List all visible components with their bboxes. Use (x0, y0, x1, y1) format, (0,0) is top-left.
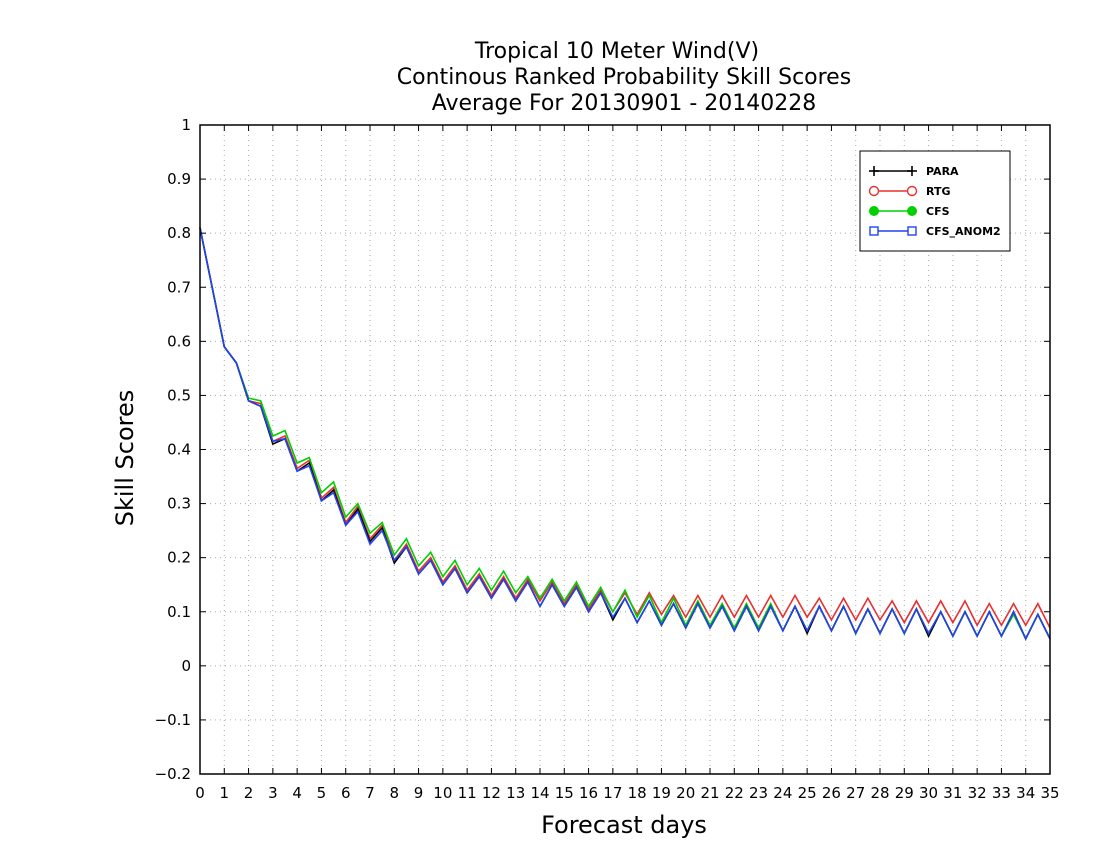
grid (200, 125, 1050, 774)
y-tick-label: 0.1 (167, 603, 191, 621)
legend-label: CFS (926, 205, 950, 218)
legend-box (859, 150, 1011, 252)
series-line-cfs_anom2 (199, 227, 1051, 641)
x-tick-label: 21 (700, 784, 719, 802)
y-axis-label: Skill Scores (111, 390, 139, 527)
x-tick-label: 31 (943, 784, 962, 802)
x-tick-label: 8 (390, 784, 400, 802)
y-axis-ticks: −0.2 −0.1 0 0.1 0.2 0.3 0.4 0.5 0.6 0.7 0.8 0.9 1 (155, 116, 1050, 783)
series-lines (199, 227, 1051, 641)
x-tick-label: 9 (414, 784, 424, 802)
x-tick-label: 19 (652, 784, 671, 802)
x-tick-label: 14 (530, 784, 549, 802)
x-tick-label: 3 (268, 784, 278, 802)
legend-item-para: PARA (869, 165, 959, 178)
x-axis-ticks: 0 1 2 3 4 5 6 7 8 9 10 11 12 13 14 15 16 17 18 19 20 21 22 23 24… (195, 125, 1060, 802)
x-tick-label: 26 (822, 784, 841, 802)
x-tick-label: 28 (870, 784, 889, 802)
y-tick-label: −0.2 (155, 765, 191, 783)
x-tick-label: 29 (895, 784, 914, 802)
y-tick-label: 0.8 (167, 224, 191, 242)
series-line-para (199, 227, 1051, 641)
series-line-rtg (199, 227, 1051, 629)
y-tick-label: 0.3 (167, 495, 191, 513)
x-tick-label: 5 (317, 784, 327, 802)
y-tick-label: 0.5 (167, 386, 191, 404)
x-tick-label: 10 (433, 784, 452, 802)
x-tick-label: 32 (968, 784, 987, 802)
legend-marker-dot (869, 206, 879, 216)
x-tick-label: 13 (506, 784, 525, 802)
chart-title-line-2: Continous Ranked Probability Skill Score… (397, 65, 851, 90)
x-tick-label: 7 (365, 784, 375, 802)
x-tick-label: 16 (579, 784, 598, 802)
legend-marker-square (869, 226, 879, 236)
chart-title-line-3: Average For 20130901 - 20140228 (432, 91, 817, 116)
y-tick-label: 0 (181, 657, 191, 675)
y-tick-label: 0.7 (167, 278, 191, 296)
x-tick-label: 2 (244, 784, 254, 802)
x-tick-label: 27 (846, 784, 865, 802)
series-line-cfs (199, 227, 1051, 641)
y-tick-label: −0.1 (155, 711, 191, 729)
x-tick-label: 34 (1016, 784, 1035, 802)
x-tick-label: 6 (341, 784, 351, 802)
chart-title: Tropical 10 Meter Wind(V) Continous Rank… (397, 39, 851, 116)
x-tick-label: 11 (458, 784, 477, 802)
x-axis-label: Forecast days (541, 811, 707, 839)
y-tick-label: 0.9 (167, 170, 191, 188)
x-tick-label: 24 (773, 784, 792, 802)
x-tick-label: 25 (798, 784, 817, 802)
x-tick-label: 0 (195, 784, 205, 802)
legend-item-rtg: RTG (868, 185, 951, 198)
x-tick-label: 22 (725, 784, 744, 802)
legend-label: CFS_ANOM2 (926, 225, 1001, 238)
x-tick-label: 12 (482, 784, 501, 802)
legend-marker-dot (907, 206, 917, 216)
x-tick-label: 30 (919, 784, 938, 802)
legend-label: PARA (926, 165, 959, 178)
legend-label: RTG (926, 185, 951, 198)
legend-item-cfs: CFS (869, 205, 950, 218)
x-tick-label: 17 (603, 784, 622, 802)
x-tick-label: 4 (292, 784, 302, 802)
chart-title-line-1: Tropical 10 Meter Wind(V) (474, 39, 759, 64)
x-tick-label: 33 (992, 784, 1011, 802)
x-tick-label: 20 (676, 784, 695, 802)
legend-marker-square (907, 226, 917, 236)
y-tick-label: 0.4 (167, 441, 191, 459)
x-tick-label: 35 (1040, 784, 1059, 802)
legend: PARA RTG CFS CFS_ANOM2 (859, 150, 1011, 252)
x-tick-label: 18 (628, 784, 647, 802)
legend-marker-circle (906, 185, 918, 197)
y-tick-label: 1 (181, 116, 191, 134)
x-tick-label: 1 (220, 784, 230, 802)
legend-item-cfs_anom2: CFS_ANOM2 (869, 225, 1001, 238)
y-tick-label: 0.6 (167, 332, 191, 350)
x-tick-label: 23 (749, 784, 768, 802)
x-tick-label: 15 (555, 784, 574, 802)
legend-marker-circle (868, 185, 880, 197)
y-tick-label: 0.2 (167, 549, 191, 567)
